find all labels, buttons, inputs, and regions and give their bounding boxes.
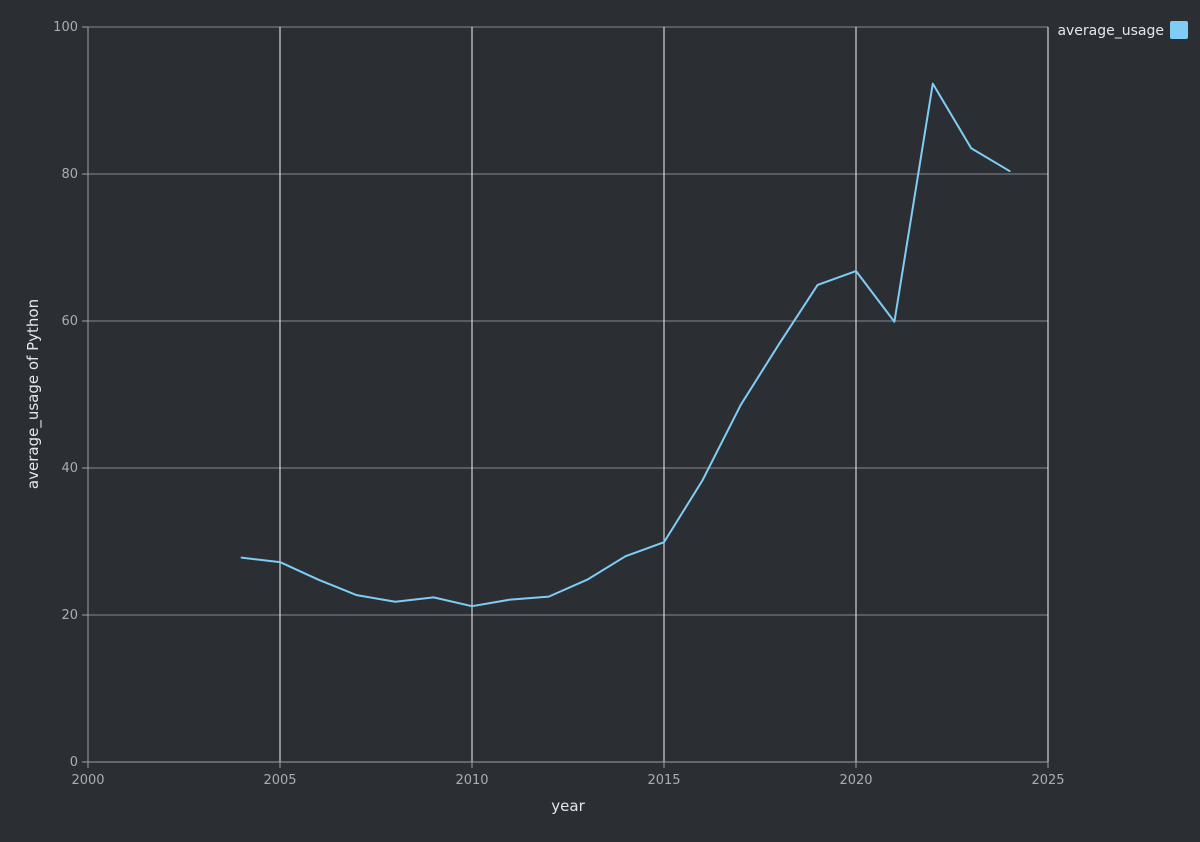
- data-point-2019[interactable]: [814, 281, 822, 289]
- series-layer: [238, 80, 1014, 610]
- data-point-2005[interactable]: [276, 558, 284, 566]
- data-point-2004[interactable]: [238, 554, 246, 562]
- y-axis-ticks: 0 20 40 60 80 100: [53, 20, 88, 770]
- x-axis-title: year: [551, 797, 585, 815]
- data-point-2013[interactable]: [583, 576, 591, 584]
- y-axis-title: average_usage of Python: [24, 299, 43, 489]
- data-point-2018[interactable]: [775, 340, 783, 348]
- plot-area: [88, 27, 1048, 762]
- data-point-2006[interactable]: [314, 576, 322, 584]
- data-point-2017[interactable]: [737, 401, 745, 409]
- data-point-2016[interactable]: [698, 476, 706, 484]
- y-tick-label-4: 80: [61, 167, 78, 182]
- x-axis-ticks: 2000 2005 2010 2015 2020 2025: [71, 762, 1065, 788]
- y-tick-label-1: 20: [61, 608, 78, 623]
- legend-label: average_usage: [1057, 23, 1164, 39]
- data-point-2015[interactable]: [660, 538, 668, 546]
- data-point-2024[interactable]: [1006, 167, 1014, 175]
- x-tick-label-1: 2005: [263, 773, 296, 788]
- data-point-2009[interactable]: [430, 593, 438, 601]
- y-tick-label-2: 40: [61, 461, 78, 476]
- y-tick-label-3: 60: [61, 314, 78, 329]
- x-tick-label-0: 2000: [71, 773, 104, 788]
- legend[interactable]: average_usage: [1057, 21, 1188, 39]
- data-point-2007[interactable]: [353, 591, 361, 599]
- y-tick-label-0: 0: [70, 755, 78, 770]
- x-tick-label-5: 2025: [1031, 773, 1064, 788]
- grid-lines: [88, 26, 1049, 762]
- data-point-2022[interactable]: [929, 80, 937, 88]
- x-tick-label-2: 2010: [455, 773, 488, 788]
- x-tick-label-4: 2020: [839, 773, 872, 788]
- data-point-2011[interactable]: [506, 596, 514, 604]
- x-tick-label-3: 2015: [647, 773, 680, 788]
- data-point-2008[interactable]: [391, 598, 399, 606]
- legend-swatch: [1170, 21, 1188, 39]
- data-point-2020[interactable]: [852, 267, 860, 275]
- data-point-2010[interactable]: [468, 602, 476, 610]
- series-line-0: [240, 82, 1011, 608]
- axes: [87, 27, 1048, 763]
- data-point-2014[interactable]: [622, 552, 630, 560]
- data-point-2021[interactable]: [890, 318, 898, 326]
- y-tick-label-5: 100: [53, 20, 78, 35]
- data-point-2023[interactable]: [967, 144, 975, 152]
- data-point-2012[interactable]: [545, 593, 553, 601]
